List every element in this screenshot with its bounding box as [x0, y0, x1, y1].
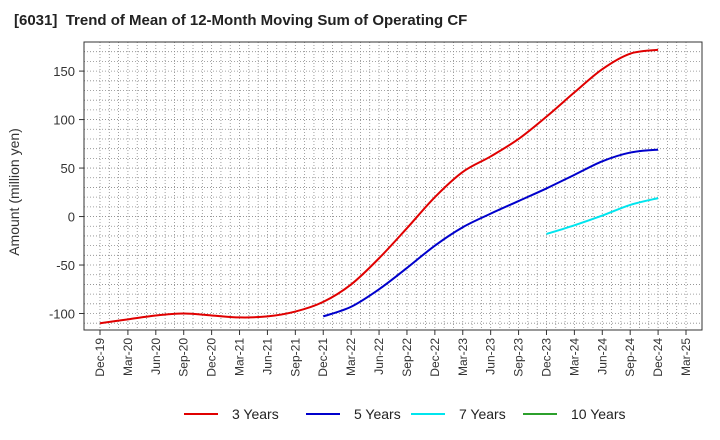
legend: 3 Years 5 Years 7 Years 10 Years — [0, 404, 720, 426]
series-line-3-years — [99, 48, 659, 325]
legend-label: 7 Years — [459, 406, 506, 422]
x-tick-label: Dec-20 — [205, 338, 219, 377]
x-tick-label: Mar-23 — [456, 338, 470, 376]
y-tick-label: 0 — [68, 210, 75, 225]
series-line-7-years — [546, 197, 659, 235]
legend-item-3-years: 3 Years — [184, 404, 279, 424]
y-tick-label: -50 — [56, 258, 75, 273]
legend-swatch — [523, 413, 557, 415]
x-tick-label: Mar-20 — [121, 338, 135, 376]
legend-item-10-years: 10 Years — [523, 404, 626, 424]
legend-swatch — [411, 413, 445, 415]
x-tick-label: Jun-23 — [484, 338, 498, 375]
x-tick-label: Sep-22 — [400, 338, 414, 377]
y-axis-label: Amount (million yen) — [6, 128, 22, 256]
x-tick-label: Dec-21 — [316, 338, 330, 377]
legend-label: 10 Years — [571, 406, 626, 422]
x-tick-label: Sep-24 — [623, 338, 637, 377]
x-tick-label: Jun-24 — [595, 338, 609, 375]
x-tick-label: Mar-21 — [233, 338, 247, 376]
x-tick-label: Jun-20 — [149, 338, 163, 375]
x-tick-label: Dec-24 — [651, 338, 665, 377]
y-tick-label: -100 — [49, 307, 75, 322]
chart-title: [6031] Trend of Mean of 12-Month Moving … — [14, 12, 468, 29]
legend-swatch — [184, 413, 218, 415]
legend-label: 5 Years — [354, 406, 401, 422]
x-tick-label: Mar-22 — [344, 338, 358, 376]
x-tick-label: Mar-25 — [679, 338, 693, 376]
x-tick-label: Jun-22 — [372, 338, 386, 375]
x-tick-label: Dec-19 — [93, 338, 107, 377]
legend-item-7-years: 7 Years — [411, 404, 506, 424]
y-tick-label: 150 — [53, 64, 75, 79]
x-tick-label: Mar-24 — [567, 338, 581, 376]
legend-item-5-years: 5 Years — [306, 404, 401, 424]
y-tick-label: 100 — [53, 113, 75, 128]
x-tick-label: Sep-20 — [177, 338, 191, 377]
legend-swatch — [306, 413, 340, 415]
series-line-5-years — [322, 148, 659, 318]
y-tick-label: 50 — [61, 161, 75, 176]
x-tick-label: Dec-23 — [539, 338, 553, 377]
legend-label: 3 Years — [232, 406, 279, 422]
x-tick-label: Sep-21 — [288, 338, 302, 377]
x-tick-label: Dec-22 — [428, 338, 442, 377]
plot-frame — [83, 41, 703, 331]
x-tick-label: Sep-23 — [512, 338, 526, 377]
x-tick-label: Jun-21 — [260, 338, 274, 375]
